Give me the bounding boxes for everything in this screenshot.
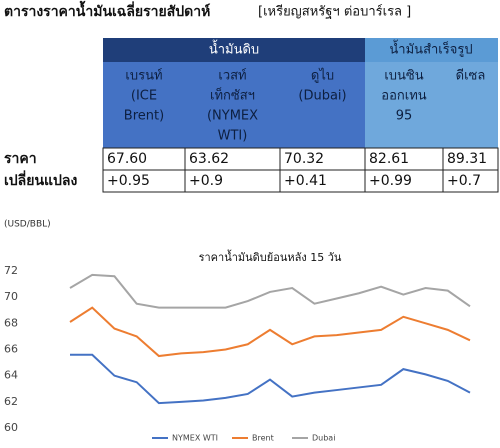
header-cell [365,62,498,148]
column-header: (NYMEX [207,109,258,124]
column-header: ดีเซล [456,68,486,84]
y-tick-label: 62 [4,395,18,408]
column-header: เวสท์ [218,68,246,84]
cell-value: +0.41 [284,173,327,189]
table: เบรนท์ (ICE Brent) เวสท์เท็กซัสฯ (NYMEX WTI) ด… [4,68,499,193]
row-label: ราคา [4,151,37,167]
header-cell [103,62,365,148]
cell-value: 70.32 [284,151,324,167]
column-header: เท็กซัสฯ [210,86,255,104]
column-header: WTI) [218,129,248,144]
group-cell [365,38,498,62]
cell-value: 67.60 [107,151,147,167]
group-label: น้ำมันสำเร็จรูป [389,40,472,58]
cell-value: +0.95 [107,173,150,189]
column-header: (Dubai) [298,89,346,104]
page-unit: [เหรียญสหรัฐฯ ต่อบาร์เรล ] [258,4,411,20]
y-tick-label: 64 [4,369,18,382]
series-line [69,306,471,358]
legend-label: Brent [252,434,274,443]
cell-value: 89.31 [447,151,487,167]
cell-value: +0.7 [447,173,481,189]
cell-value: +0.9 [189,173,223,189]
group-label: น้ำมันดิบ [209,40,259,58]
column-header: (ICE [131,89,157,104]
y-tick-label: 66 [4,343,18,356]
column-header: ออกเทน [381,89,426,104]
legend-label: Dubai [312,434,335,443]
y-tick-label: 68 [4,316,18,329]
column-header: 95 [396,109,413,124]
y-tick-label: 70 [4,290,18,303]
column-header: เบรนท์ [125,68,162,84]
legend-label: NYMEX WTI [172,434,218,443]
column-header: ดูไบ [311,68,334,84]
page-title: ตารางราคาน้ำมันเฉลี่ยรายสัปดาห์ [4,0,210,20]
cell-value: 63.62 [189,151,229,167]
y-axis-label: (USD/BBL) [4,220,51,230]
series-line [70,353,471,405]
table-cell [442,169,499,193]
chart-title: ราคาน้ำมันดิบย้อนหลัง 15 วัน [199,249,342,264]
group-cell [103,38,365,62]
chart: (USD/BBL) ราคาน้ำมันดิบย้อนหลัง 15 วัน 60 6… [4,220,471,443]
column-header: เบนซิน [384,69,423,84]
y-tick-label: 60 [4,421,18,434]
row-label: เปลี่ยนแปลง [4,170,78,189]
series-line [69,273,471,309]
cell-value: 82.61 [369,151,409,167]
y-tick-label: 72 [4,264,18,277]
cell-value: +0.99 [369,173,412,189]
column-header: Brent) [124,109,164,124]
